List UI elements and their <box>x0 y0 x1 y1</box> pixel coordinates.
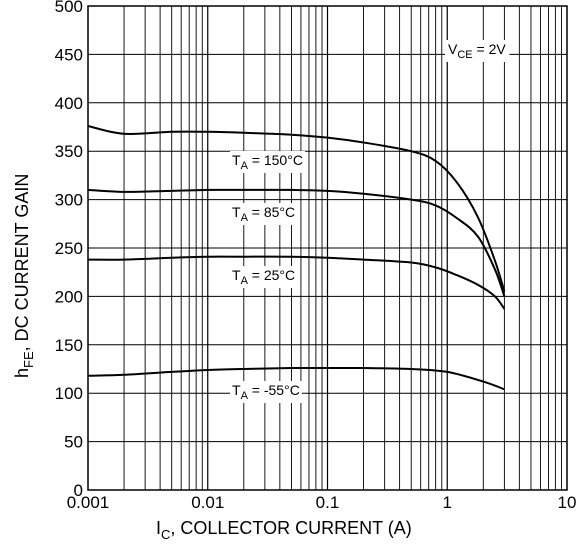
curve-labels: TA = 150°C TA = 85°C TA = 25°C TA = -55°C <box>230 151 305 403</box>
tick-labels: 0 50 100 150 200 250 300 350 400 450 500 0.001 0.01 0… <box>55 0 577 512</box>
x-tick-label: 0.1 <box>316 493 340 512</box>
x-tick-label: 1 <box>443 493 452 512</box>
series-line <box>87 366 505 391</box>
y-tick-label: 500 <box>55 0 83 16</box>
y-tick-label: 0 <box>74 481 83 500</box>
y-tick-label: 400 <box>55 94 83 113</box>
grid <box>88 6 567 490</box>
x-axis-title: IC, COLLECTOR CURRENT (A) <box>156 518 412 542</box>
curve-label: TA = -55°C <box>232 382 300 402</box>
series-line <box>87 188 506 297</box>
y-tick-label: 50 <box>64 433 83 452</box>
curves <box>87 125 506 391</box>
series-line <box>87 255 506 310</box>
curve-label-bg <box>230 203 298 225</box>
vce-annotation: VCE = 2V <box>448 41 506 61</box>
curve-label: TA = 150°C <box>232 152 303 172</box>
x-tick-label: 0.001 <box>67 493 110 512</box>
x-tick-label: 10 <box>558 493 577 512</box>
annotation-bg <box>445 40 510 62</box>
x-tick-label: 0.01 <box>191 493 224 512</box>
y-tick-label: 350 <box>55 142 83 161</box>
y-tick-label: 150 <box>55 336 83 355</box>
y-tick-label: 300 <box>55 191 83 210</box>
y-tick-label: 450 <box>55 45 83 64</box>
y-tick-label: 200 <box>55 287 83 306</box>
plot-frame <box>87 5 568 491</box>
curve-label: TA = 85°C <box>232 204 295 224</box>
curve-label: TA = 25°C <box>232 267 295 287</box>
curve-label-bg <box>230 151 305 173</box>
y-tick-label: 100 <box>55 384 83 403</box>
y-tick-label: 250 <box>55 239 83 258</box>
curve-label-bg <box>230 381 302 403</box>
y-axis-title: hFE, DC CURRENT GAIN <box>12 174 36 378</box>
curve-label-bg <box>230 266 298 288</box>
series-line <box>87 125 506 292</box>
